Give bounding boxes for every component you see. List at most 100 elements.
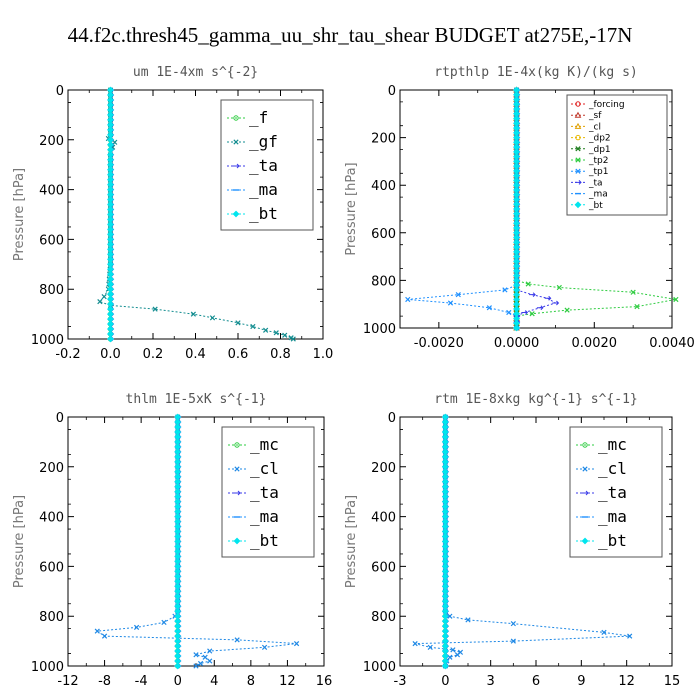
- data-point: [634, 303, 640, 310]
- x-tick-label: 9: [577, 674, 585, 689]
- data-point: [290, 336, 296, 342]
- data-point: [450, 647, 456, 653]
- data-point: [202, 654, 208, 660]
- data-point: [510, 638, 516, 644]
- legend-marker: [234, 490, 241, 496]
- legend-entry: _bt: [227, 204, 278, 223]
- legend-marker: [232, 210, 240, 218]
- data-point: [455, 292, 461, 298]
- y-tick-label: 400: [371, 179, 396, 194]
- data-point: [97, 299, 103, 305]
- legend-marker: [575, 157, 581, 163]
- x-tick-label: 1.0: [313, 347, 334, 362]
- legend-entry: _cl: [576, 459, 627, 478]
- legend-label: _dp2: [588, 134, 611, 144]
- legend-label: _cl: [588, 122, 601, 132]
- data-point: [552, 300, 560, 306]
- legend-entry: _ma: [227, 180, 278, 199]
- x-tick-label: 0: [441, 674, 449, 689]
- panels-group: um 1E-4xm s^{-2} Pressure [hPa] 0 200 400 600…: [12, 65, 695, 689]
- data-point: [513, 324, 520, 332]
- legend-box: [566, 94, 668, 216]
- y-axis-label: Pressure [hPa]: [344, 495, 359, 588]
- legend-marker: [574, 122, 582, 129]
- series-bt: [513, 86, 520, 332]
- legend-marker: [575, 180, 582, 185]
- data-point: [412, 640, 418, 647]
- data-point: [273, 330, 279, 336]
- series-bt: [441, 413, 449, 670]
- data-point: [510, 621, 516, 627]
- data-point: [564, 307, 570, 313]
- legend-label: _ta: [249, 156, 278, 175]
- legend-box: [220, 99, 314, 231]
- legend-label: _dp1: [588, 145, 611, 155]
- legend-entry: _bt: [228, 531, 279, 550]
- x-tick-label: 0.4: [185, 347, 206, 362]
- x-tick-label: 8: [247, 674, 255, 689]
- data-point: [441, 662, 449, 670]
- y-tick-label: 600: [39, 233, 64, 248]
- data-point: [627, 633, 633, 639]
- x-tick-label: -3: [394, 674, 407, 689]
- legend-entry: _ta: [576, 483, 627, 502]
- legend-label: _ma: [249, 180, 278, 199]
- data-point: [101, 633, 108, 639]
- y-tick-label: 400: [371, 511, 396, 526]
- data-point: [529, 311, 535, 317]
- panel-title: thlm 1E-5xK s^{-1}: [126, 392, 267, 407]
- legend-entry: _ma: [228, 507, 279, 526]
- legend-marker: [233, 163, 240, 169]
- data-point: [427, 644, 433, 650]
- data-point: [601, 629, 607, 636]
- data-point: [207, 648, 213, 654]
- data-point: [193, 663, 199, 669]
- legend-marker: [234, 466, 240, 472]
- data-point: [673, 296, 679, 303]
- figure-suptitle: 44.f2c.thresh45_gamma_uu_shr_tau_shear B…: [68, 23, 633, 47]
- x-tick-label: -8: [98, 674, 111, 689]
- legend: _mc _cl _ta _ma _bt: [569, 426, 663, 558]
- data-point: [250, 323, 256, 330]
- data-point: [152, 306, 158, 312]
- legend-label: _sf: [588, 111, 602, 121]
- legend-label: _gf: [249, 132, 278, 151]
- legend-marker: [575, 146, 581, 152]
- y-tick-label: 200: [371, 461, 396, 476]
- panel-title: um 1E-4xm s^{-2}: [133, 65, 258, 80]
- data-point: [521, 310, 529, 315]
- legend-entry: _tp2: [571, 156, 608, 166]
- data-point: [506, 309, 512, 316]
- legend-label: _forcing: [588, 100, 625, 110]
- data-point: [293, 640, 300, 647]
- legend-entry: _ma: [571, 190, 608, 200]
- data-point: [544, 295, 552, 301]
- y-tick-label: 1000: [363, 322, 396, 337]
- data-point: [190, 311, 196, 317]
- series-bt: [174, 413, 182, 670]
- x-tick-label: 12: [279, 674, 296, 689]
- data-point: [261, 644, 268, 650]
- legend-label: _mc: [250, 435, 279, 454]
- legend-label: _bt: [598, 531, 627, 550]
- legend-marker: [582, 442, 588, 448]
- x-tick-label: 3: [487, 674, 495, 689]
- y-tick-label: 0: [56, 84, 64, 99]
- legend-label: _cl: [598, 459, 627, 478]
- legend-marker: [575, 101, 581, 107]
- x-tick-label: 4: [210, 674, 218, 689]
- legend-marker: [575, 134, 581, 141]
- data-point: [536, 305, 544, 311]
- x-tick-label: 12: [618, 674, 635, 689]
- x-tick-label: -12: [57, 674, 78, 689]
- panel-title: rtm 1E-8xkg kg^{-1} s^{-1}: [434, 392, 638, 407]
- data-point: [282, 332, 288, 338]
- x-tick-label: 0.0040: [649, 336, 695, 351]
- x-tick-label: 0.2: [143, 347, 164, 362]
- chart-panel-4: rtm 1E-8xkg kg^{-1} s^{-1} Pressure [hPa]…: [344, 392, 680, 689]
- data-point: [107, 335, 114, 343]
- data-point: [193, 652, 199, 658]
- data-point: [133, 624, 140, 631]
- x-tick-label: 0.0020: [572, 336, 618, 351]
